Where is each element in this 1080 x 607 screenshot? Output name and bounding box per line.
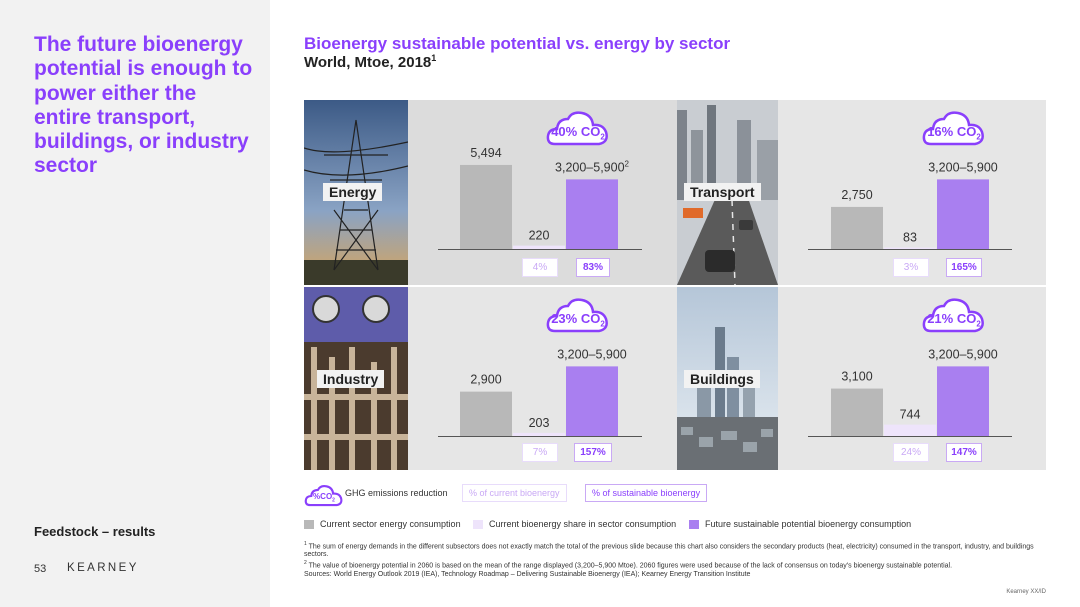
bar-label-transport-2: 83 [903, 231, 917, 245]
bar-label-industry-2: 203 [529, 416, 550, 430]
page-number: 53 [34, 563, 47, 575]
footnote-1: 1 The sum of energy demands in the diffe… [304, 541, 1034, 559]
sector-label-industry: Industry [317, 370, 385, 388]
sector-label-energy: Energy [323, 183, 383, 201]
co2-cloud-industry: 23% CO2 [545, 297, 611, 335]
pct-current-industry: 7% [522, 443, 558, 462]
co2-cloud-transport: 16% CO2 [921, 110, 987, 148]
cloud-icon [546, 111, 608, 146]
pct-current-energy: 4% [522, 258, 558, 277]
bar-label-transport-1: 2,750 [841, 188, 872, 202]
panel-buildings [778, 287, 1046, 470]
co2-cloud-energy: 40% CO2 [545, 110, 611, 148]
cloud-icon [922, 111, 984, 146]
left-panel [0, 0, 270, 607]
panel-energy [408, 100, 677, 285]
footnotes: 1 The sum of energy demands in the diffe… [304, 540, 1044, 579]
bar-label-buildings-3: 3,200–5,900 [928, 347, 998, 361]
co2-text-industry: 23% CO2 [551, 311, 605, 329]
co2-text-buildings: 21% CO2 [927, 311, 981, 329]
legend-series-3: Future sustainable potential bioenergy c… [689, 519, 911, 529]
pct-current-buildings: 24% [893, 443, 929, 462]
legend-pct-future: % of sustainable bioenergy [585, 484, 708, 502]
pct-future-buildings: 147% [946, 443, 982, 462]
legend-series-1: Current sector energy consumption [304, 519, 461, 529]
bar-energy-1 [460, 164, 512, 249]
footnote-sources: Sources: World Energy Outlook 2019 (IEA)… [304, 570, 751, 578]
panel-industry [408, 287, 677, 470]
sector-label-buildings: Buildings [684, 370, 760, 388]
bar-label-energy-1: 5,494 [470, 146, 501, 160]
bar-energy-2 [513, 245, 565, 249]
bar-buildings-2 [884, 424, 936, 436]
pct-future-industry: 157% [574, 443, 612, 462]
bar-label-transport-3: 3,200–5,900 [928, 160, 998, 174]
bar-transport-3 [937, 179, 989, 249]
pct-current-transport: 3% [893, 258, 929, 277]
panel-transport [778, 100, 1046, 285]
legend-co2-cloud: %CO2 [304, 483, 344, 509]
legend-series-2: Current bioenergy share in sector consum… [473, 519, 676, 529]
bar-industry-1 [460, 391, 512, 436]
chart-title: Bioenergy sustainable potential vs. ener… [304, 34, 731, 53]
bar-label-industry-3: 3,200–5,900 [557, 347, 627, 361]
bar-label-energy-3: 3,200–5,9002 [555, 159, 630, 174]
copyright: Kearney XX/ID [1006, 589, 1046, 595]
section-label: Feedstock – results [34, 524, 156, 539]
cloud-icon [922, 298, 984, 333]
bar-transport-1 [831, 206, 883, 249]
footnote-2: 2 The value of bioenergy potential in 20… [304, 560, 953, 570]
legend-pct-current: % of current bioenergy [462, 484, 567, 502]
headline: The future bioenergy potential is enough… [34, 33, 253, 178]
cloud-icon [304, 485, 343, 507]
legend-ghg-label: GHG emissions reduction [345, 488, 448, 498]
bar-industry-3 [566, 366, 618, 436]
chart-subtitle: World, Mtoe, 20181 [304, 53, 437, 71]
co2-text-energy: 40% CO2 [551, 124, 605, 142]
pct-future-transport: 165% [946, 258, 982, 277]
bar-industry-2 [513, 432, 565, 436]
bar-buildings-1 [831, 388, 883, 436]
co2-cloud-buildings: 21% CO2 [921, 297, 987, 335]
cloud-icon [546, 298, 608, 333]
bar-buildings-3 [937, 366, 989, 436]
brand-logo-text: KEARNEY [67, 562, 139, 574]
bar-energy-3 [566, 179, 618, 249]
co2-text-transport: 16% CO2 [927, 124, 981, 142]
pct-future-energy: 83% [576, 258, 610, 277]
bar-label-buildings-1: 3,100 [841, 370, 872, 384]
sector-label-transport: Transport [684, 183, 761, 201]
bar-label-energy-2: 220 [529, 229, 550, 243]
bar-label-industry-1: 2,900 [470, 373, 501, 387]
bar-label-buildings-2: 744 [900, 408, 921, 422]
bar-transport-2 [884, 247, 936, 249]
